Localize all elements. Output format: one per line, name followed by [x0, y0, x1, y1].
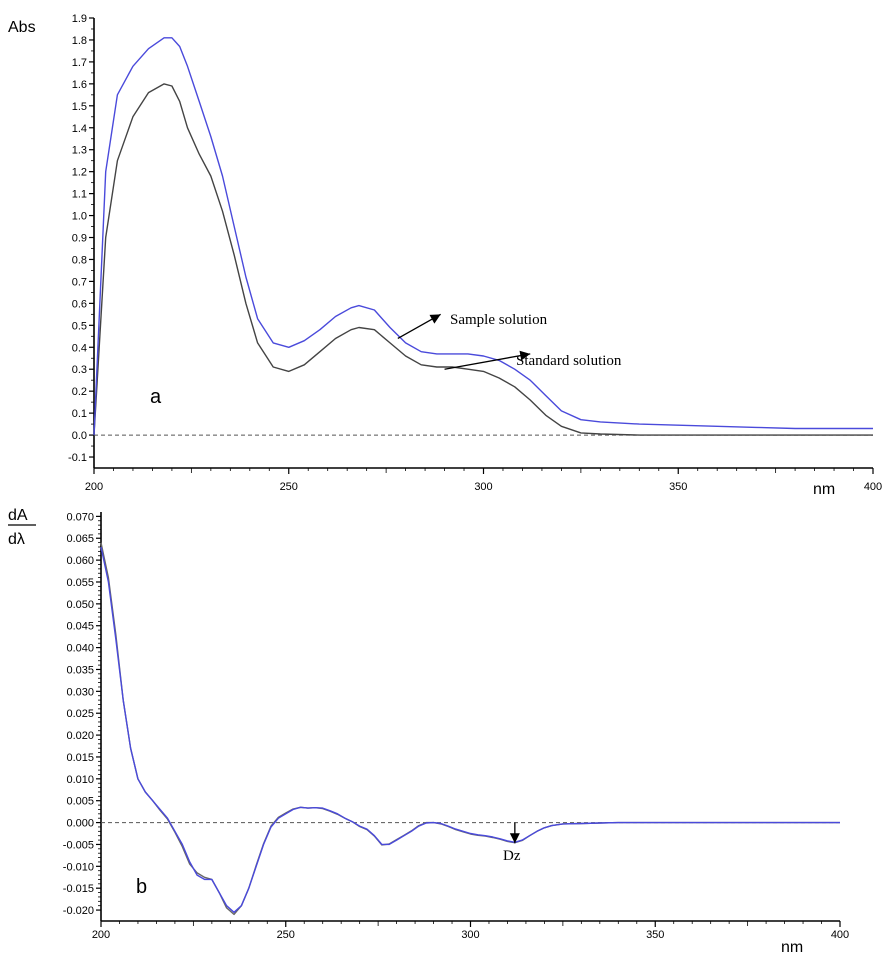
y-tick-label: 1.1 [72, 189, 87, 201]
series-line-sample-solution [93, 37, 873, 436]
x-tick-label: 250 [277, 929, 295, 941]
y-tick-label: 0.7 [72, 276, 87, 288]
y-tick-label: 0.2 [72, 386, 87, 398]
x-tick-label: 200 [85, 481, 103, 493]
y-tick-label: 0.0 [72, 430, 87, 442]
y-tick-label: 1.7 [72, 57, 87, 69]
y-tick-label: 1.5 [72, 101, 87, 113]
panel-a-ylabel: Abs [8, 19, 36, 36]
x-tick-label: 350 [669, 481, 687, 493]
annotation-arrow-1-head [519, 350, 531, 361]
y-tick-label: 1.0 [72, 211, 87, 223]
annotation-sample-solution: Sample solution [450, 312, 548, 328]
series-line-standard-solution [100, 542, 840, 916]
y-tick-label: 0.065 [66, 533, 94, 545]
annotation-arrow-1-shaft [444, 353, 531, 370]
y-tick-label: 0.040 [66, 643, 94, 655]
y-tick-label: 1.8 [72, 35, 87, 47]
x-tick-label: 300 [474, 481, 492, 493]
y-tick-label: 0.060 [66, 555, 94, 567]
series-line-sample-solution [100, 546, 840, 913]
y-tick-label: 0.050 [66, 599, 94, 611]
y-tick-label: 0.3 [72, 364, 87, 376]
panel-b-ylabel-numerator: dA [8, 507, 28, 524]
x-tick-label: 250 [280, 481, 298, 493]
y-tick-label: 1.2 [72, 167, 87, 179]
y-tick-label: 0.9 [72, 233, 87, 245]
panel-b-ylabel-denominator: dλ [8, 531, 25, 548]
y-tick-label: 0.035 [66, 664, 94, 676]
y-tick-label: 1.3 [72, 145, 87, 157]
panel-a-absorption-spectrum: Abs nm a Sample solution Standard soluti… [8, 13, 882, 498]
y-tick-label: 0.055 [66, 577, 94, 589]
y-tick-label: 0.025 [66, 708, 94, 720]
y-tick-label: 1.6 [72, 79, 87, 91]
annotation-dz-text: Dz [503, 848, 521, 864]
y-tick-label: 0.010 [66, 774, 94, 786]
y-tick-label: -0.010 [63, 861, 94, 873]
y-tick-label: 0.020 [66, 730, 94, 742]
panel-a-letter: a [150, 386, 162, 408]
y-tick-label: 0.015 [66, 752, 94, 764]
x-tick-label: 400 [831, 929, 849, 941]
y-tick-label: 0.070 [66, 511, 94, 523]
x-tick-label: 400 [864, 481, 882, 493]
annotation-arrow-0-head [429, 314, 441, 324]
series-line-standard-solution [93, 83, 873, 436]
y-tick-label: -0.1 [68, 452, 87, 464]
y-tick-label: 0.5 [72, 320, 87, 332]
panel-b-derivative-spectrum: dA dλ nm b Dz -0.020 -0.015 -0.010 -0.005 0.… [8, 507, 849, 954]
y-tick-label: -0.005 [63, 839, 94, 851]
y-tick-label: 0.030 [66, 686, 94, 698]
y-tick-label: 0.1 [72, 408, 87, 420]
y-tick-label: -0.015 [63, 883, 94, 895]
x-tick-label: 300 [461, 929, 479, 941]
panel-a-marks: -0.1 0.0 0.1 0.2 0.3 0.4 0.5 0.6 0.7 0.8 0.9 1.0 1.1… [68, 13, 882, 493]
y-tick-label: 0.045 [66, 621, 94, 633]
y-tick-label: -0.020 [63, 905, 94, 917]
y-tick-label: 0.6 [72, 298, 87, 310]
panel-b-letter: b [136, 876, 147, 898]
y-tick-label: 1.4 [72, 123, 87, 135]
x-tick-label: 350 [646, 929, 664, 941]
panel-b-marks: -0.020 -0.015 -0.010 -0.005 0.000 0.005 0.010 0… [63, 511, 849, 941]
y-tick-label: 0.8 [72, 254, 87, 266]
y-tick-label: 0.4 [72, 342, 87, 354]
x-tick-label: 200 [92, 929, 110, 941]
y-tick-label: 0.005 [66, 796, 94, 808]
annotation-standard-solution: Standard solution [516, 353, 622, 369]
y-tick-label: 0.000 [66, 818, 94, 830]
panel-a-xlabel: nm [813, 481, 835, 498]
annotation-dz: Dz [503, 848, 521, 864]
dz-marker-arrow-head [509, 833, 520, 844]
panel-b-xlabel: nm [781, 939, 803, 954]
y-tick-label: 1.9 [72, 13, 87, 25]
